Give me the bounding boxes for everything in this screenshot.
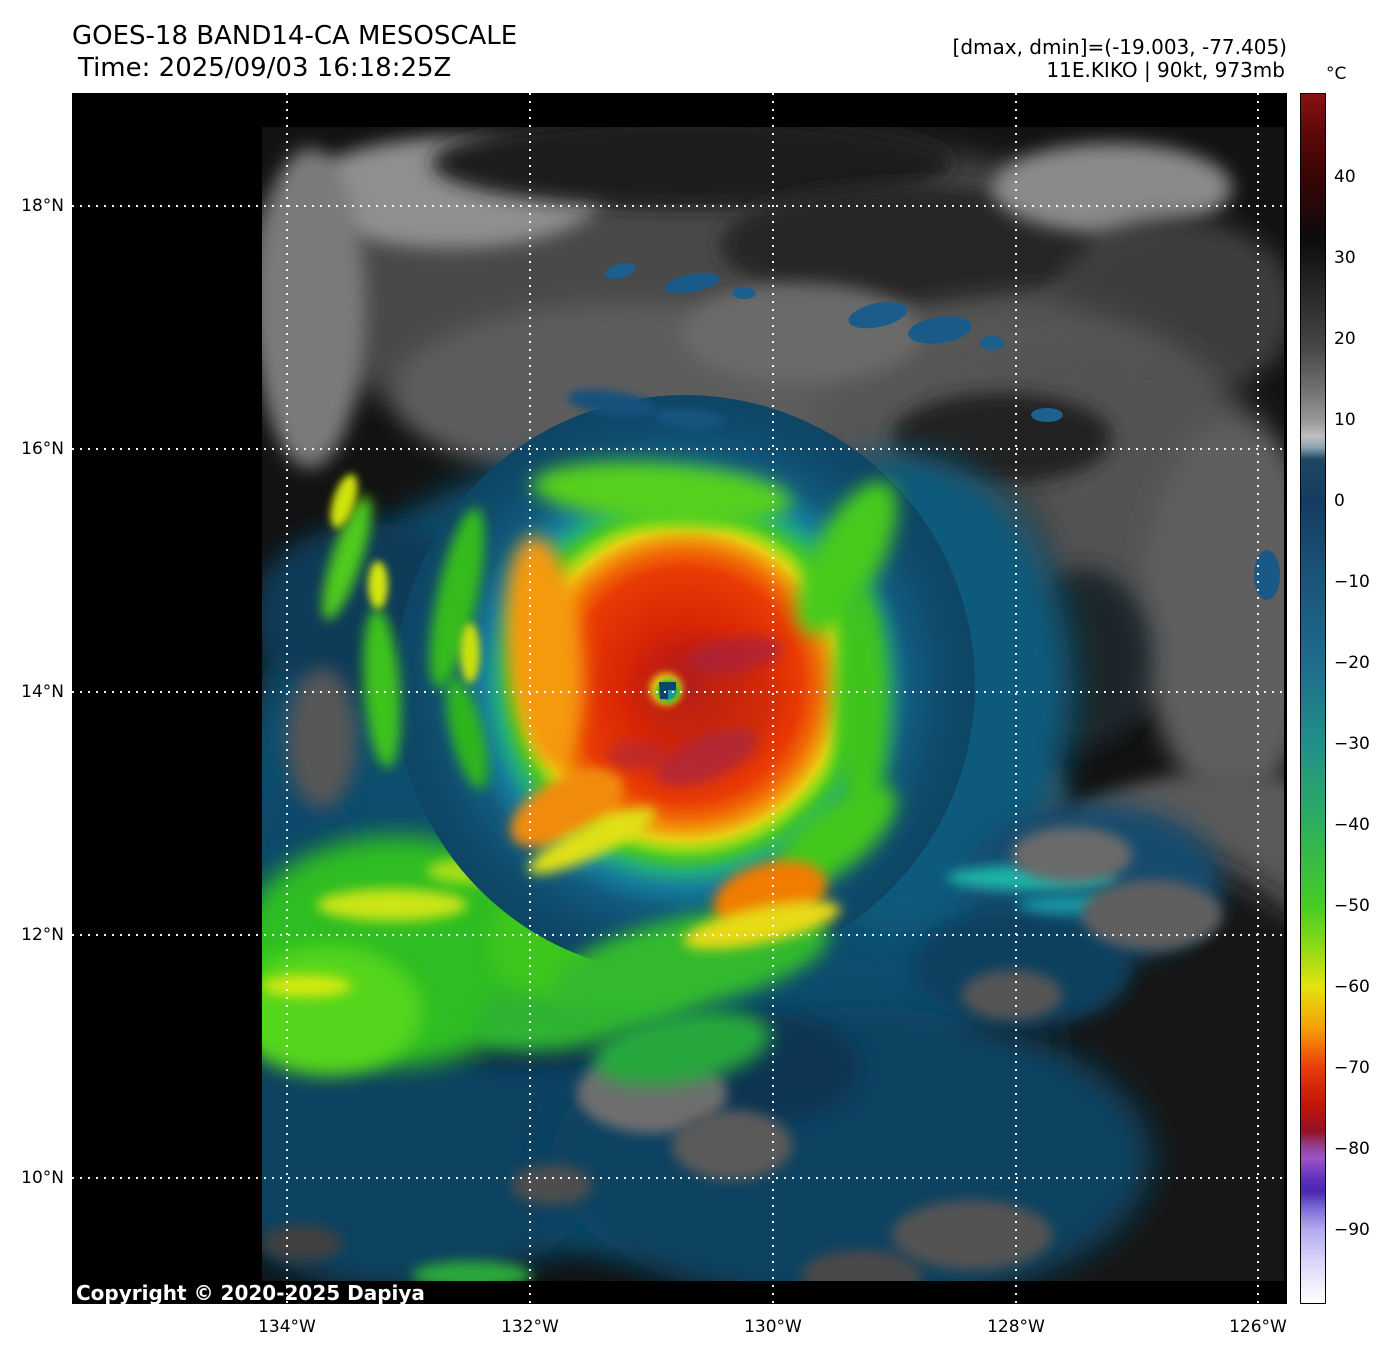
lon-label-126w: 126°W bbox=[1229, 1317, 1287, 1337]
lon-label-130w: 130°W bbox=[744, 1317, 802, 1337]
cb-tick-30: 30 bbox=[1334, 248, 1356, 268]
lat-label-16n: 16°N bbox=[21, 439, 64, 459]
storm-eye bbox=[650, 673, 682, 705]
cb-tick-n50: −50 bbox=[1334, 896, 1370, 916]
cb-tick-n30: −30 bbox=[1334, 734, 1370, 754]
page-title: GOES-18 BAND14-CA MESOSCALE bbox=[72, 21, 518, 51]
lat-label-18n: 18°N bbox=[21, 196, 64, 216]
cloud-specks bbox=[567, 263, 1280, 600]
lat-label-12n: 12°N bbox=[21, 925, 64, 945]
lat-label-14n: 14°N bbox=[21, 682, 64, 702]
colorbar bbox=[1300, 93, 1326, 1304]
cb-tick-n20: −20 bbox=[1334, 653, 1370, 673]
cb-tick-n10: −10 bbox=[1334, 572, 1370, 592]
storm-core bbox=[322, 395, 975, 1014]
timestamp: Time: 2025/09/03 16:18:25Z bbox=[78, 53, 452, 83]
cb-tick-n60: −60 bbox=[1334, 977, 1370, 997]
colorbar-unit: °C bbox=[1326, 64, 1347, 84]
cb-tick-20: 20 bbox=[1334, 329, 1356, 349]
satellite-map bbox=[72, 93, 1287, 1304]
storm-info: 11E.KIKO | 90kt, 973mb bbox=[1046, 58, 1285, 82]
gridlines bbox=[72, 93, 1287, 1304]
lon-label-134w: 134°W bbox=[258, 1317, 316, 1337]
cb-tick-n80: −80 bbox=[1334, 1139, 1370, 1159]
dmax-dmin-readout: [dmax, dmin]=(-19.003, -77.405) bbox=[952, 35, 1287, 59]
lon-label-132w: 132°W bbox=[501, 1317, 559, 1337]
lon-label-128w: 128°W bbox=[987, 1317, 1045, 1337]
copyright-notice: Copyright © 2020-2025 Dapiya bbox=[76, 1281, 425, 1305]
satellite-imagery bbox=[72, 93, 1287, 1304]
lat-label-10n: 10°N bbox=[21, 1168, 64, 1188]
cb-tick-0: 0 bbox=[1334, 491, 1345, 511]
cb-tick-n40: −40 bbox=[1334, 815, 1370, 835]
scan-area bbox=[262, 127, 1284, 1281]
cb-tick-n90: −90 bbox=[1334, 1220, 1370, 1240]
cb-tick-40: 40 bbox=[1334, 167, 1356, 187]
cb-tick-n70: −70 bbox=[1334, 1058, 1370, 1078]
cb-tick-10: 10 bbox=[1334, 410, 1356, 430]
